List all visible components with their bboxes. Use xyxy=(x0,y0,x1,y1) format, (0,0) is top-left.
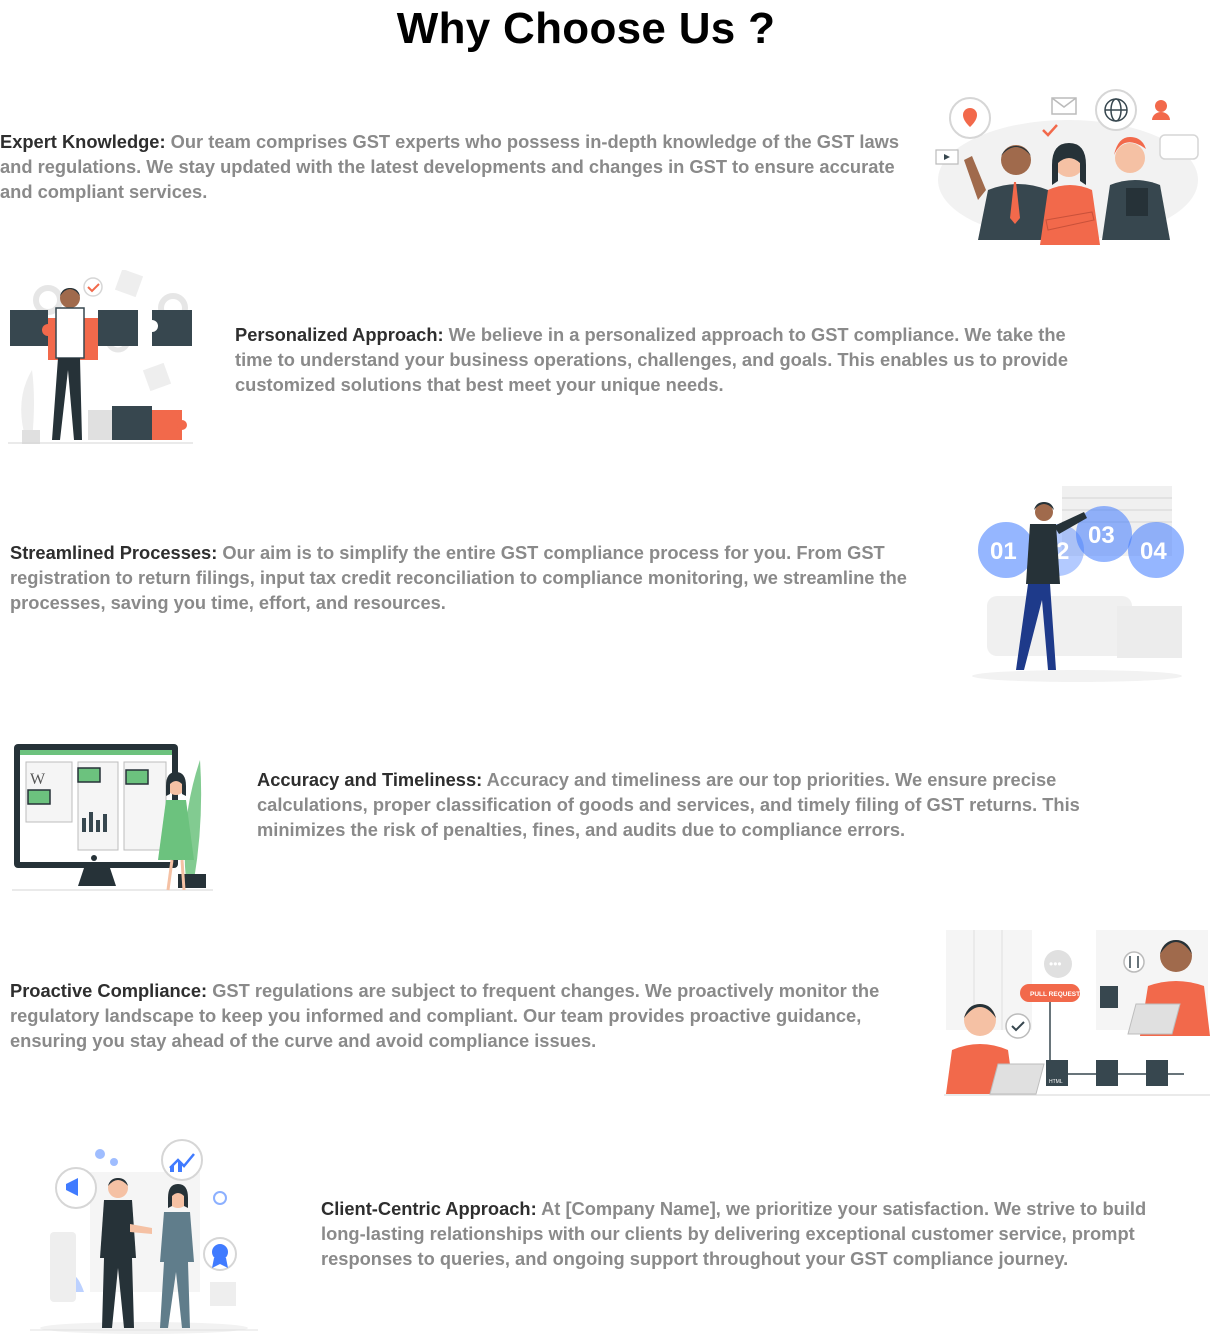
page-title: Why Choose Us ? xyxy=(396,4,776,53)
feature-text-client-centric-approach: Client-Centric Approach: At [Company Nam… xyxy=(321,1196,1191,1271)
feature-body: We believe in a personalized approach to… xyxy=(235,324,1068,395)
puzzle-illustration xyxy=(8,270,198,450)
step-label: 01 xyxy=(990,538,1017,565)
process-steps-illustration: 01 2 03 04 xyxy=(962,476,1192,686)
monitor-dashboard-illustration: W xyxy=(8,740,218,900)
feature-lead: Streamlined Processes: xyxy=(10,542,218,563)
feature-body: Our team comprises GST experts who posse… xyxy=(0,131,900,202)
feature-text-accuracy-timeliness: Accuracy and Timeliness: Accuracy and ti… xyxy=(257,767,1137,842)
feature-body: Accuracy and timeliness are our top prio… xyxy=(257,769,1080,840)
pull-request-illustration: ••• PULL REQUEST HTML xyxy=(944,928,1210,1100)
feature-lead: Accuracy and Timeliness: xyxy=(257,769,483,790)
feature-lead: Expert Knowledge: xyxy=(0,131,166,152)
feature-body: GST regulations are subject to frequent … xyxy=(10,980,880,1051)
feature-text-streamlined-processes: Streamlined Processes: Our aim is to sim… xyxy=(10,540,910,615)
svg-text:W: W xyxy=(30,771,46,788)
feature-text-expert-knowledge: Expert Knowledge: Our team comprises GST… xyxy=(0,129,900,204)
handshake-illustration xyxy=(30,1132,258,1336)
feature-lead: Proactive Compliance: xyxy=(10,980,208,1001)
step-label: 04 xyxy=(1140,538,1167,565)
feature-text-proactive-compliance: Proactive Compliance: GST regulations ar… xyxy=(10,978,890,1053)
feature-lead: Personalized Approach: xyxy=(235,324,444,345)
feature-text-personalized-approach: Personalized Approach: We believe in a p… xyxy=(235,322,1105,397)
svg-text:•••: ••• xyxy=(1049,957,1062,971)
pull-request-tag: PULL REQUEST xyxy=(1030,991,1080,998)
step-label: 03 xyxy=(1088,522,1115,549)
feature-body: Our aim is to simplify the entire GST co… xyxy=(10,542,907,613)
feature-body: At [Company Name], we prioritize your sa… xyxy=(321,1198,1147,1269)
feature-lead: Client-Centric Approach: xyxy=(321,1198,537,1219)
file-label: HTML xyxy=(1049,1079,1063,1085)
team-experts-illustration xyxy=(930,80,1205,250)
step-label: 2 xyxy=(1056,538,1069,565)
